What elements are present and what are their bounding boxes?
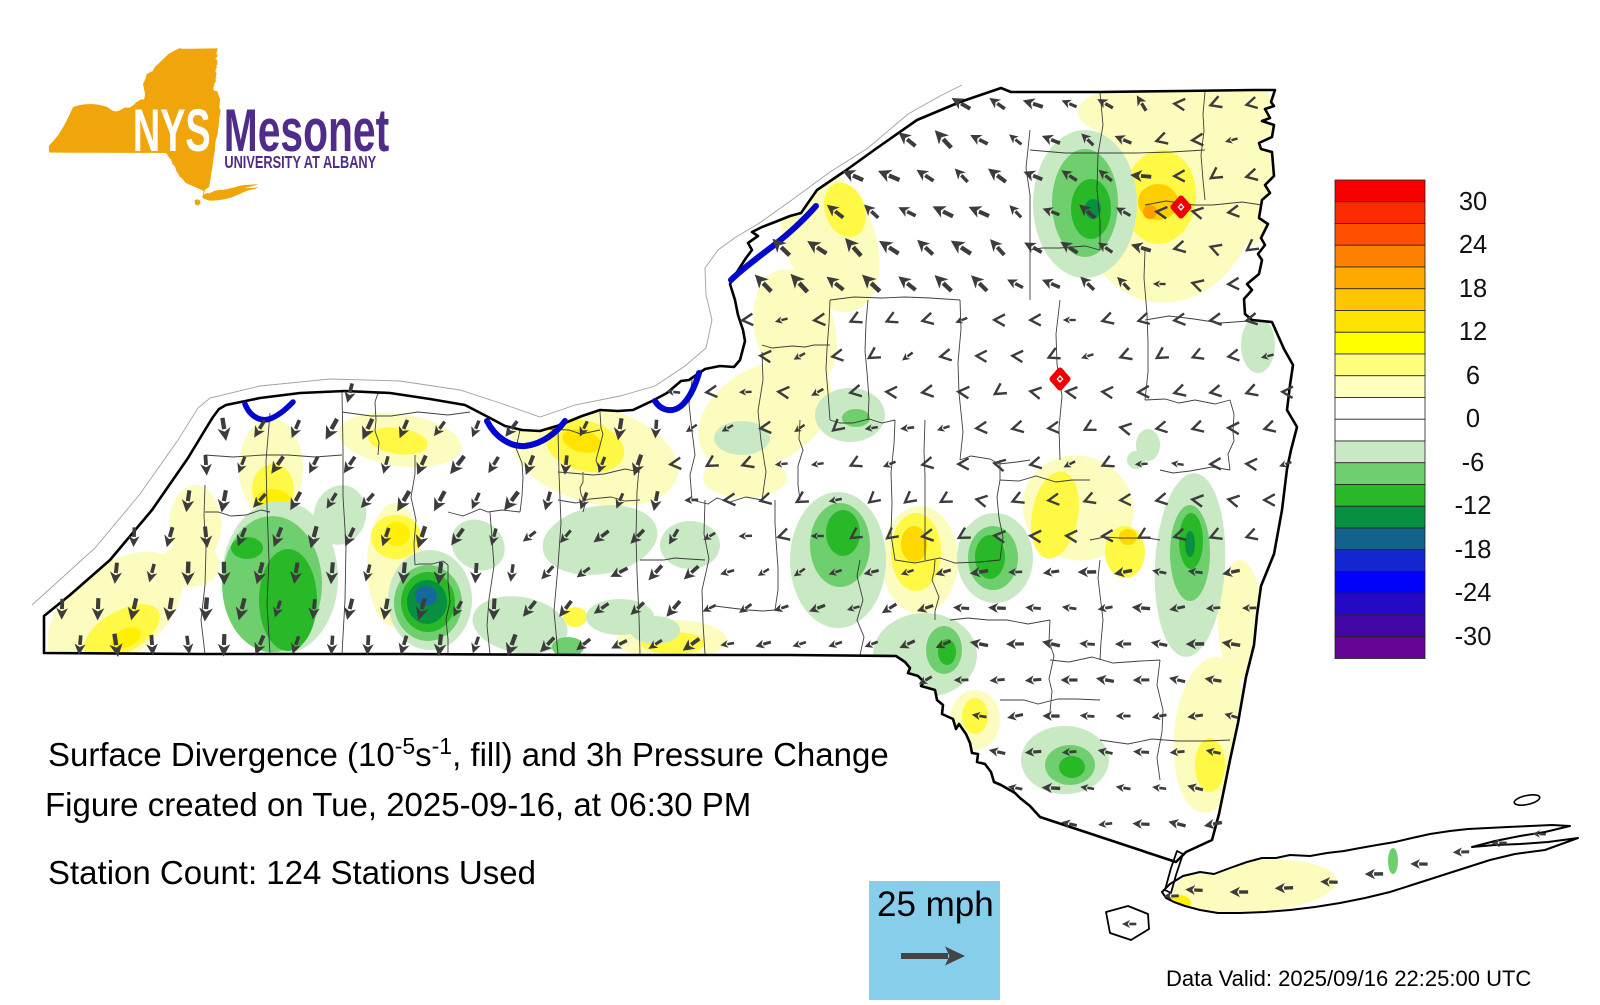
svg-text:-6: -6 (1462, 449, 1485, 477)
svg-text:Mesonet: Mesonet (224, 97, 389, 164)
svg-text:12: 12 (1459, 318, 1487, 346)
svg-text:30: 30 (1459, 188, 1487, 216)
svg-text:Station Count: 124 Stations Us: Station Count: 124 Stations Used (48, 854, 536, 891)
svg-text:Figure created on Tue, 2025-09: Figure created on Tue, 2025-09-16, at 06… (45, 786, 751, 823)
svg-text:NYS: NYS (133, 97, 211, 164)
svg-text:18: 18 (1459, 275, 1487, 303)
svg-text:25 mph: 25 mph (877, 885, 994, 924)
svg-text:Surface Divergence (10-5s-1, f: Surface Divergence (10-5s-1, fill) and 3… (48, 733, 889, 773)
svg-text:-30: -30 (1455, 623, 1492, 651)
svg-text:Data Valid: 2025/09/16 22:25:0: Data Valid: 2025/09/16 22:25:00 UTC (1166, 966, 1531, 991)
svg-text:6: 6 (1466, 362, 1480, 390)
svg-text:-24: -24 (1455, 579, 1492, 607)
svg-text:-18: -18 (1455, 536, 1492, 564)
svg-text:-12: -12 (1455, 492, 1492, 520)
svg-text:UNIVERSITY AT ALBANY: UNIVERSITY AT ALBANY (224, 153, 376, 173)
svg-text:0: 0 (1466, 405, 1480, 433)
svg-text:24: 24 (1459, 231, 1487, 259)
